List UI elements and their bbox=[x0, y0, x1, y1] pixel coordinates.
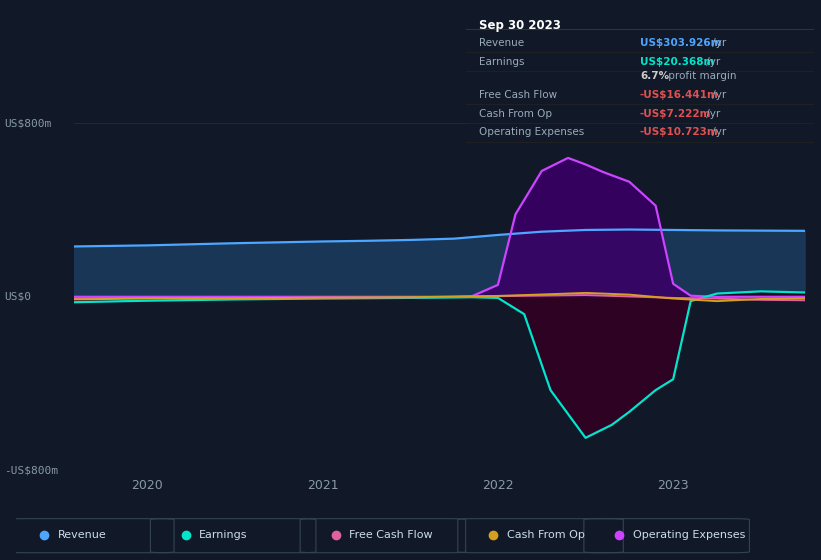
Text: US$0: US$0 bbox=[4, 292, 31, 302]
Text: -US$7.222m: -US$7.222m bbox=[640, 109, 712, 119]
Text: US$800m: US$800m bbox=[4, 118, 52, 128]
Text: profit margin: profit margin bbox=[665, 71, 736, 81]
Text: Sep 30 2023: Sep 30 2023 bbox=[479, 19, 562, 32]
Text: Revenue: Revenue bbox=[479, 38, 525, 48]
Text: /yr: /yr bbox=[703, 57, 720, 67]
Text: /yr: /yr bbox=[709, 128, 727, 137]
Text: Free Cash Flow: Free Cash Flow bbox=[479, 90, 557, 100]
Text: Operating Expenses: Operating Expenses bbox=[633, 530, 745, 540]
Text: Cash From Op: Cash From Op bbox=[507, 530, 585, 540]
Text: Earnings: Earnings bbox=[479, 57, 525, 67]
Text: /yr: /yr bbox=[709, 90, 727, 100]
Text: US$20.368m: US$20.368m bbox=[640, 57, 714, 67]
Text: US$303.926m: US$303.926m bbox=[640, 38, 722, 48]
Text: -US$10.723m: -US$10.723m bbox=[640, 128, 718, 137]
Text: /yr: /yr bbox=[703, 109, 720, 119]
Text: 6.7%: 6.7% bbox=[640, 71, 669, 81]
Text: Free Cash Flow: Free Cash Flow bbox=[349, 530, 433, 540]
Text: Cash From Op: Cash From Op bbox=[479, 109, 553, 119]
Text: Operating Expenses: Operating Expenses bbox=[479, 128, 585, 137]
Text: -US$800m: -US$800m bbox=[4, 465, 58, 475]
Text: Earnings: Earnings bbox=[200, 530, 248, 540]
Text: -US$16.441m: -US$16.441m bbox=[640, 90, 719, 100]
Text: /yr: /yr bbox=[709, 38, 727, 48]
Text: Revenue: Revenue bbox=[57, 530, 106, 540]
